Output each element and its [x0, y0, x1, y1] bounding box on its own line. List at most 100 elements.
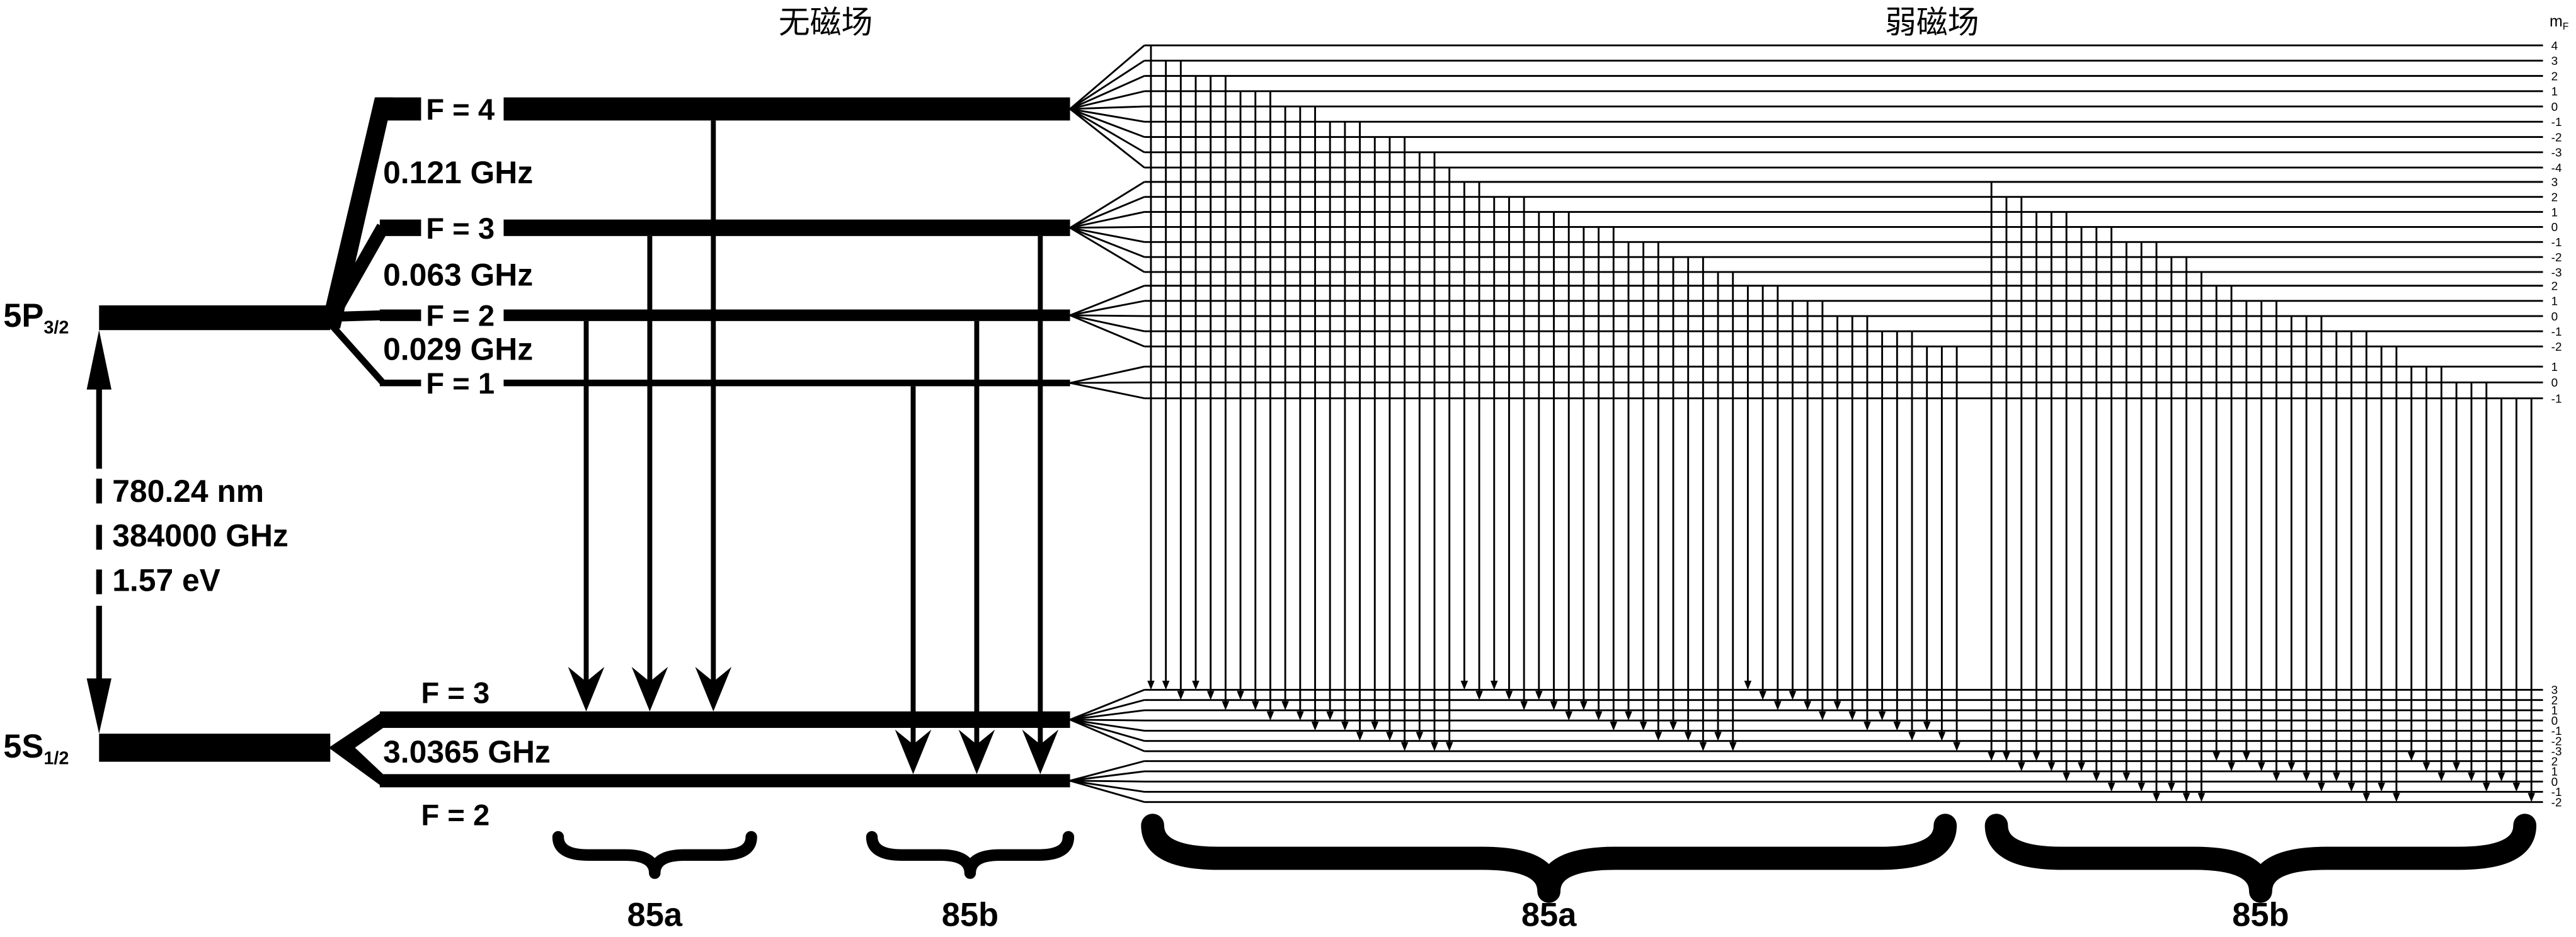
sublevel-fan-line	[1070, 314, 1145, 317]
sublevel-fan-line	[1070, 770, 1145, 782]
splitting-label-f4-f3: 0.121 GHz	[383, 155, 533, 190]
zeeman-sublevel-structure: 43210-1-2-3-43210-1-2-3210-1-210-13210-1…	[1069, 39, 2562, 809]
level-bar-excited-f3	[503, 219, 1070, 236]
zeeman-arrowhead	[2362, 793, 2371, 802]
excited-f2-sublevels: 2 1 0 -1 -2	[1069, 280, 2562, 353]
brace-85b-weak-field	[1984, 814, 2537, 903]
mf-label: -1	[2551, 785, 2562, 798]
zeeman-arrowhead	[1147, 680, 1155, 690]
level-bar-excited-f2	[503, 309, 1070, 321]
fan-5p-to-f4	[320, 97, 393, 329]
sublevel-fan-line	[1070, 108, 1145, 123]
mf-label: -2	[2551, 251, 2562, 264]
mf-label: 2	[2551, 280, 2558, 293]
zeeman-arrowhead	[2122, 772, 2131, 782]
group-label-85a-no-field: 85a	[627, 897, 683, 933]
transition-arrowhead	[695, 666, 732, 712]
zeeman-arrowhead	[2092, 772, 2100, 782]
sublevel-fan-line	[1070, 699, 1145, 721]
level-label-excited-f1: F = 1	[426, 366, 495, 400]
zeeman-arrowhead	[2393, 793, 2400, 802]
mf-label: 1	[2551, 85, 2558, 98]
hyperfine-transition-arrows	[568, 120, 1059, 775]
mf-label: -3	[2551, 745, 2562, 758]
zeeman-arrowhead	[2332, 772, 2340, 782]
zeeman-arrowhead	[1938, 732, 1946, 741]
zeeman-arrowhead	[1177, 691, 1185, 700]
level-label-ground-f3: F = 3	[421, 676, 489, 710]
sublevel-fan-line	[1070, 382, 1145, 399]
zeeman-arrowhead	[2003, 752, 2010, 761]
mf-label: -3	[2551, 146, 2562, 159]
zeeman-arrowhead	[2063, 772, 2070, 782]
zeeman-arrowhead	[1162, 680, 1170, 690]
level-bar-excited-f4-stub	[376, 97, 421, 121]
transition-arrowhead	[568, 666, 605, 712]
fan-5p-to-f2	[328, 310, 384, 322]
zeeman-arrowhead	[1833, 701, 1841, 710]
sublevel-fan-line	[1070, 780, 1145, 793]
sublevel-fan-line	[1070, 365, 1145, 384]
sublevel-fan-line	[1070, 211, 1145, 229]
title-no-field: 无磁场	[779, 4, 873, 40]
zeeman-arrowhead	[1206, 691, 1215, 700]
zeeman-arrowhead	[1908, 732, 1916, 741]
zeeman-arrowhead	[1550, 701, 1558, 710]
zeeman-arrowhead	[1386, 732, 1394, 741]
level-label-ground-f2: F = 2	[421, 798, 489, 832]
sublevel-fan-line	[1069, 75, 1145, 110]
sublevel-fan-line	[1070, 314, 1145, 332]
sublevel-fan-line	[1070, 780, 1145, 804]
mf-label: -1	[2551, 724, 2562, 737]
excited-f4-sublevels: 4 3 2 1 0 -1 -2 -3 -4	[1069, 39, 2562, 174]
mf-label: 2	[2551, 191, 2558, 204]
zeeman-arrowhead	[1431, 742, 1438, 751]
zeeman-arrowhead	[2182, 793, 2190, 802]
level-bar-excited-f1	[503, 379, 1070, 387]
zeeman-arrowhead	[2168, 782, 2175, 792]
mf-label: -1	[2551, 325, 2562, 338]
mf-label: -1	[2551, 115, 2562, 128]
zeeman-arrowhead	[1625, 711, 1632, 721]
brace-85a-weak-field	[1141, 814, 1957, 903]
mf-label: 1	[2551, 360, 2558, 373]
zeeman-arrowhead	[1192, 680, 1199, 690]
mf-axis-label: mF	[2550, 13, 2568, 32]
sublevel-fan-line	[1069, 689, 1145, 721]
zeeman-arrowhead	[2347, 782, 2356, 792]
mf-label: -4	[2551, 161, 2562, 174]
zeeman-arrowhead	[1878, 711, 1886, 721]
title-weak-field: 弱磁场	[1885, 4, 1979, 40]
sublevel-fan-line	[1070, 709, 1145, 721]
mf-label: 0	[2551, 310, 2558, 323]
zeeman-arrowhead	[1923, 721, 1931, 731]
mf-label: -2	[2551, 795, 2562, 809]
zeeman-arrowhead	[1565, 711, 1572, 721]
zeeman-arrowhead	[1580, 701, 1588, 710]
state-label-5p-main: 5P	[3, 298, 43, 334]
zeeman-arrowhead	[1789, 691, 1797, 700]
sublevel-fan-line	[1070, 760, 1145, 782]
level-bar-excited-f2-stub	[379, 309, 421, 321]
zeeman-arrowhead	[2287, 762, 2296, 771]
zeeman-arrowhead	[1714, 732, 1722, 741]
level-bar-5s	[99, 734, 331, 762]
zeeman-arrowhead	[2378, 782, 2385, 792]
sublevel-fan-line	[1069, 718, 1145, 752]
level-label-excited-f3: F = 3	[426, 212, 495, 245]
zeeman-arrowhead	[1953, 742, 1961, 751]
sublevel-fan-line	[1070, 90, 1145, 110]
zeeman-arrowhead	[1988, 752, 1995, 761]
level-bar-ground-f3	[379, 711, 1070, 728]
sublevel-fan-line	[1069, 108, 1145, 138]
zeeman-arrowhead	[1774, 701, 1782, 710]
zeeman-arrowhead	[2318, 782, 2325, 792]
level-bar-excited-f3-stub	[379, 219, 421, 236]
zeeman-arrowhead	[2078, 762, 2085, 771]
zeeman-arrowhead	[1475, 691, 1483, 700]
zeeman-arrowhead	[1326, 711, 1334, 721]
fan-5p-to-f1	[326, 319, 386, 385]
zeeman-arrowhead	[2017, 762, 2025, 771]
zeeman-arrowhead	[2483, 782, 2490, 792]
